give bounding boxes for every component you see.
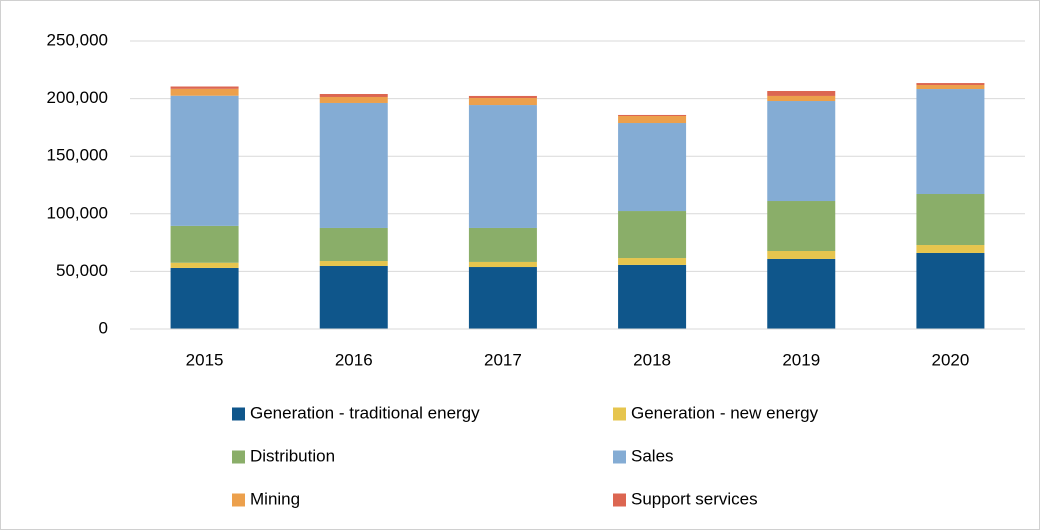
- bar-segment: [319, 265, 388, 329]
- bar-segment: [468, 261, 537, 268]
- bar-segment: [319, 227, 388, 262]
- legend-swatch: [232, 407, 245, 421]
- bar-segment: [767, 101, 836, 202]
- bar-segment: [468, 95, 537, 99]
- bar-segment: [767, 90, 836, 96]
- x-tick-label: 2018: [633, 350, 671, 369]
- bar-segment: [468, 98, 537, 106]
- bar-segment: [468, 227, 537, 262]
- bar-segment: [170, 88, 239, 96]
- y-tick-label: 0: [99, 318, 108, 337]
- bar-segment: [170, 262, 239, 268]
- bar-segment: [916, 85, 985, 90]
- bar-segment: [319, 93, 388, 97]
- x-tick-label: 2019: [782, 350, 820, 369]
- x-tick-label: 2016: [335, 350, 373, 369]
- bar-segment: [916, 193, 985, 246]
- bar-segment: [767, 258, 836, 329]
- bar-segment: [916, 245, 985, 253]
- legend-label: Support services: [631, 489, 758, 508]
- y-tick-label: 250,000: [47, 30, 108, 49]
- bar-segment: [618, 258, 687, 265]
- legend-label: Sales: [631, 446, 674, 465]
- bar-segment: [468, 105, 537, 228]
- legend-label: Generation - traditional energy: [250, 403, 480, 422]
- bar-segment: [618, 264, 687, 329]
- legend-swatch: [232, 450, 245, 464]
- y-tick-label: 200,000: [47, 88, 108, 107]
- legend-label: Distribution: [250, 446, 335, 465]
- legend-label: Mining: [250, 489, 300, 508]
- bar-segment: [916, 89, 985, 194]
- bar-segment: [319, 102, 388, 228]
- legend-swatch: [232, 493, 245, 507]
- bar-segment: [170, 95, 239, 226]
- bar-segment: [170, 267, 239, 329]
- x-tick-label: 2020: [932, 350, 970, 369]
- y-tick-label: 50,000: [56, 261, 108, 280]
- bar-segment: [916, 252, 985, 329]
- bar-segment: [170, 86, 239, 89]
- legend-swatch: [613, 493, 626, 507]
- y-tick-label: 100,000: [47, 203, 108, 222]
- bar-segment: [618, 211, 687, 259]
- bar-segment: [767, 95, 836, 102]
- bar-segment: [767, 251, 836, 259]
- x-tick-label: 2017: [484, 350, 522, 369]
- y-tick-label: 150,000: [47, 146, 108, 165]
- bar-segment: [916, 83, 985, 86]
- bar-segment: [618, 114, 687, 116]
- bar-segment: [319, 96, 388, 103]
- legend-swatch: [613, 407, 626, 421]
- bar-segment: [767, 201, 836, 252]
- bar-segment: [618, 123, 687, 212]
- bar-segment: [319, 261, 388, 266]
- bar-segment: [468, 267, 537, 329]
- legend-swatch: [613, 450, 626, 464]
- bar-segment: [170, 225, 239, 263]
- x-tick-label: 2015: [186, 350, 224, 369]
- bar-segment: [618, 115, 687, 124]
- legend-label: Generation - new energy: [631, 403, 819, 422]
